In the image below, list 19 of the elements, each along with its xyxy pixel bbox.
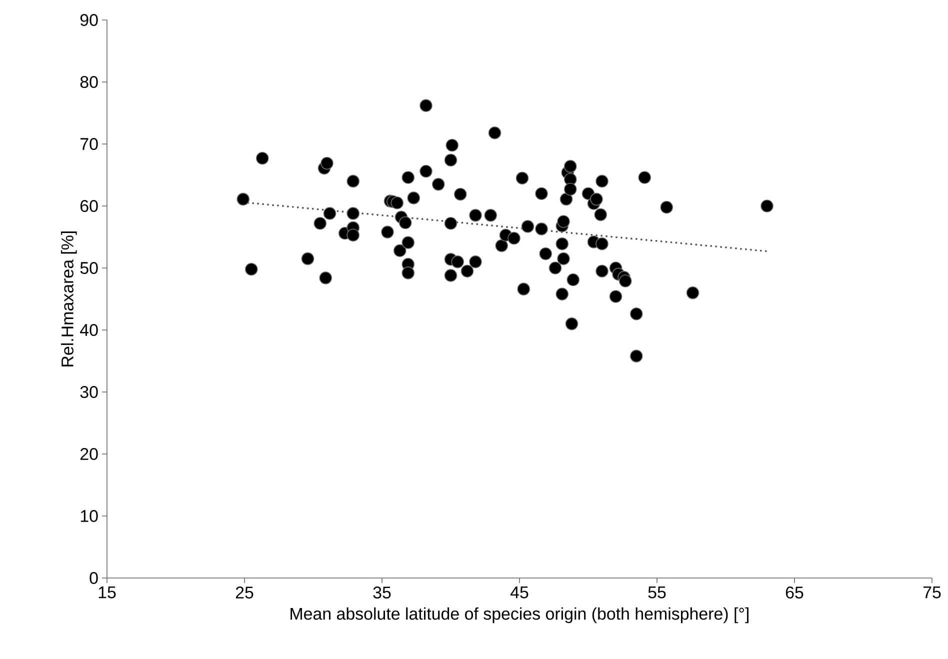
x-tick-label: 45 xyxy=(510,586,528,598)
y-tick-label: 60 xyxy=(80,200,98,212)
x-tick-label: 25 xyxy=(236,586,254,599)
x-tick-label: 75 xyxy=(923,586,941,598)
x-tick-label: 65 xyxy=(786,586,804,599)
y-tick-label: 0 xyxy=(90,572,98,584)
y-axis-title: Rel.Hmaxarea [%] xyxy=(61,232,77,366)
x-tick-label: 15 xyxy=(98,586,116,598)
y-tick-label: 40 xyxy=(80,324,98,336)
x-tick-label: 35 xyxy=(373,586,391,599)
x-axis-title: Mean absolute latitude of species origin (both hemisphere) [°] xyxy=(290,607,748,624)
y-tick-label: 30 xyxy=(80,386,98,398)
y-tick-label: 90 xyxy=(80,14,98,26)
y-tick-label: 10 xyxy=(80,510,98,522)
y-tick-label: 70 xyxy=(80,138,98,150)
y-tick-label: 50 xyxy=(80,262,98,274)
y-tick-label: 20 xyxy=(80,448,98,460)
y-tick-label: 80 xyxy=(80,76,98,88)
x-tick-label: 55 xyxy=(648,586,666,598)
